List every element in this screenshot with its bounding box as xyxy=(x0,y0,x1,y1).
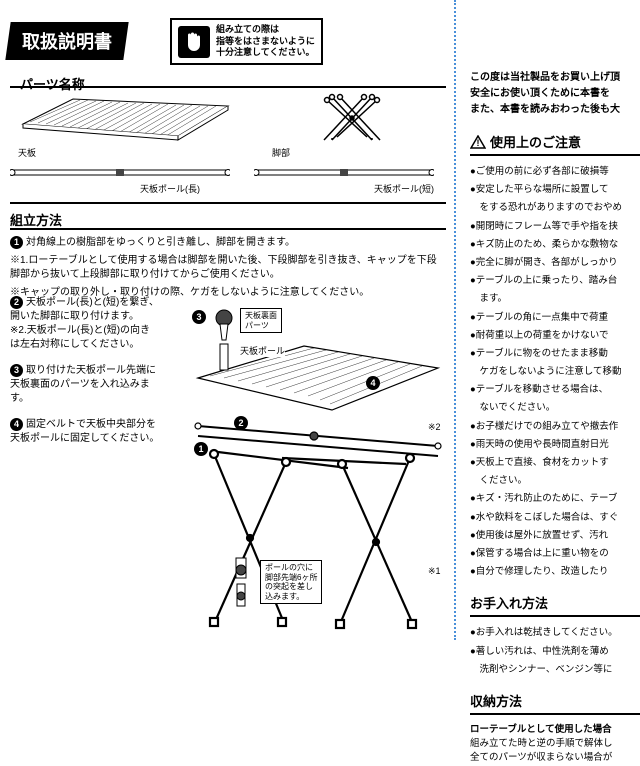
bullet-item: ●キズ防止のため、柔らかな敷物な xyxy=(470,237,640,252)
pole-short-label: 天板ポール(短) xyxy=(374,182,434,195)
bullet-item: ●テーブルを移動させる場合は、 xyxy=(470,382,640,397)
pole-short-illustration xyxy=(254,166,434,180)
diagram-num-1: 1 xyxy=(194,442,208,456)
caution-bullets: ●ご使用の前に必ず各部に破損等 ●安定した平らな場所に設置して をする恐れがありま… xyxy=(470,164,640,579)
bullet-item: ●水や飲料をこぼした場合は、すぐ xyxy=(470,510,640,525)
bullet-item: ます。 xyxy=(470,291,640,306)
bullet-item: ●お手入れは乾拭きしてください。 xyxy=(470,625,640,640)
tabletop-label: 天板 xyxy=(18,146,36,159)
caution-heading: ! 使用上のご注意 xyxy=(470,132,640,156)
bullet-item: ●キズ・汚れ防止のために、テーブ xyxy=(470,491,640,506)
svg-text:!: ! xyxy=(477,138,480,148)
bullet-item: ●安定した平らな場所に設置して xyxy=(470,182,640,197)
storage-heading: 収納方法 xyxy=(470,691,640,715)
bullet-item: 洗剤やシンナー、ベンジン等に xyxy=(470,662,640,677)
step-number-1: 1 xyxy=(10,236,23,249)
bullet-item: ケガをしないように注意して移動 xyxy=(470,364,640,379)
bullet-item: ●ご使用の前に必ず各部に破損等 xyxy=(470,164,640,179)
bullet-item: ●テーブルに物をのせたまま移動 xyxy=(470,346,640,361)
pole-long-label: 天板ポール(長) xyxy=(140,182,200,195)
diagram-ref-1: ※1 xyxy=(428,566,441,577)
parts-row-top: 天板 脚部 xyxy=(10,92,446,160)
callout-pole: 天板ポール xyxy=(240,344,285,357)
step-number-3: 3 xyxy=(10,364,23,377)
callout-tabletop-parts: 天板裏面パーツ xyxy=(240,308,282,333)
step-number-2: 2 xyxy=(10,296,23,309)
bullet-item: ●テーブルの角に一点集中で荷重 xyxy=(470,310,640,325)
bullet-item: ●天板上で直接、食材をカットす xyxy=(470,455,640,470)
legs-label: 脚部 xyxy=(272,146,290,159)
warning-text: 組み立ての際は 指等をはさまないように 十分注意してください。 xyxy=(216,24,315,59)
step-number-4: 4 xyxy=(10,418,23,431)
callout-pole-hole: ポールの穴に 脚部先端6ヶ所 の突起を差し 込みます。 xyxy=(260,560,322,604)
tabletop-illustration xyxy=(18,94,233,142)
bullet-item: ●お子様だけでの組み立てや撤去作 xyxy=(470,419,640,434)
bullet-item: ●使用後は屋外に放置せず、汚れ xyxy=(470,528,640,543)
parts-heading: パーツ名称 xyxy=(20,74,85,93)
bullet-item: ●耐荷重以上の荷重をかけないで xyxy=(470,328,640,343)
page-divider xyxy=(454,0,456,640)
diagram-num-2: 2 xyxy=(234,416,248,430)
pole-long-illustration xyxy=(10,166,230,180)
bullet-item: ●自分で修理したり、改造したり xyxy=(470,564,640,579)
divider-line xyxy=(10,228,446,230)
diagram-num-3: 3 xyxy=(192,310,206,324)
bullet-item: ください。 xyxy=(470,473,640,488)
bullet-item: をする恐れがありますのでおやめ xyxy=(470,200,640,215)
title-bar: 取扱説明書 xyxy=(5,22,128,60)
bullet-item: ●テーブルの上に乗ったり、踏み台 xyxy=(470,273,640,288)
diagram-ref-2: ※2 xyxy=(428,422,441,433)
intro-text: この度は当社製品をお買い上げ頂 安全にお使い頂くために本書を また、本書を読みお… xyxy=(470,70,640,118)
hand-icon xyxy=(178,26,210,58)
divider-line xyxy=(10,86,446,88)
storage-text: ローテーブルとして使用した場合 組み立てた時と逆の手順で解体し 全てのパーツが収… xyxy=(470,723,640,766)
parts-row-poles: 天板ポール(長) 天板ポール(短) xyxy=(10,166,446,200)
left-page: 取扱説明書 組み立ての際は 指等をはさまないように 十分注意してください。 パー… xyxy=(0,0,446,640)
bullet-item: ないでください。 xyxy=(470,400,640,415)
bullet-item: ●完全に脚が開き、各部がしっかり xyxy=(470,255,640,270)
legs-illustration xyxy=(272,92,432,144)
bullet-item: ●開閉時にフレーム等で手や指を挟 xyxy=(470,219,640,234)
assembly-diagram: 3 1 2 4 ※2 ※1 天板裏面パーツ 天板ポール ポールの穴に 脚部先端6… xyxy=(174,306,446,634)
bullet-item: ●著しい汚れは、中性洗剤を薄め xyxy=(470,644,640,659)
divider-line xyxy=(10,202,446,204)
warning-box: 組み立ての際は 指等をはさまないように 十分注意してください。 xyxy=(170,18,323,65)
right-page: この度は当社製品をお買い上げ頂 安全にお使い頂くために本書を また、本書を読みお… xyxy=(470,0,640,640)
step-1-block: 1対角線上の樹脂部をゆっくりと引き離し、脚部を開きます。 ※1.ローテーブルとし… xyxy=(10,236,446,304)
care-bullets: ●お手入れは乾拭きしてください。 ●著しい汚れは、中性洗剤を薄め 洗剤やシンナー、… xyxy=(470,625,640,677)
title-text: 取扱説明書 xyxy=(22,28,112,54)
warning-triangle-icon: ! xyxy=(470,135,486,149)
bullet-item: ●雨天時の使用や長時間直射日光 xyxy=(470,437,640,452)
diagram-num-4: 4 xyxy=(366,376,380,390)
steps-2-4: 2天板ポール(長)と(短)を繋ぎ、開いた脚部に取り付けます。※2.天板ポール(長… xyxy=(10,296,160,458)
assembly-heading: 組立方法 xyxy=(10,210,62,229)
care-heading: お手入れ方法 xyxy=(470,593,640,617)
bullet-item: ●保管する場合は上に重い物をの xyxy=(470,546,640,561)
